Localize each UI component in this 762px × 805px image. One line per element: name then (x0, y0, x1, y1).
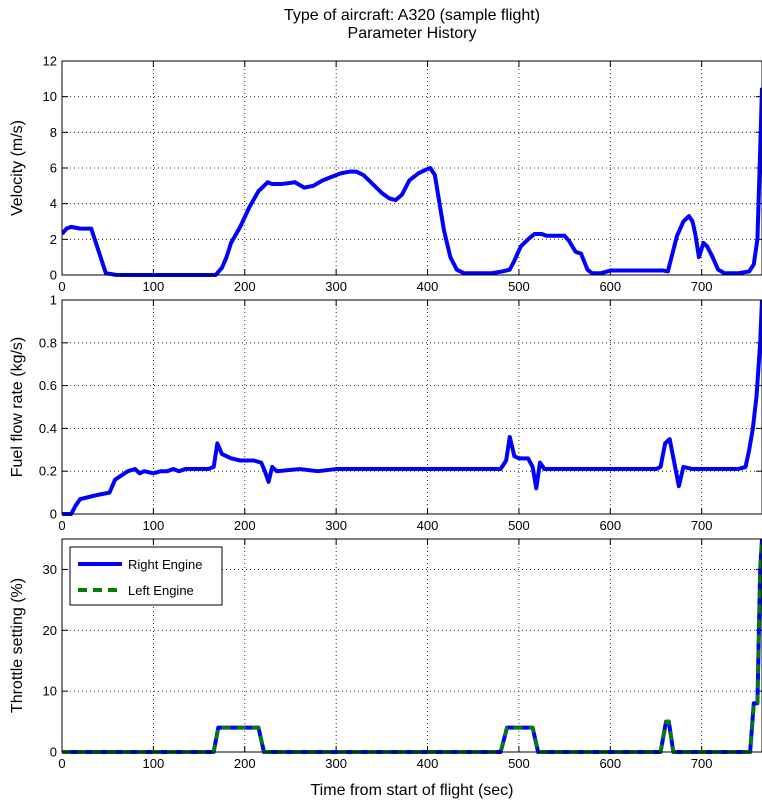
series-line-2-1 (62, 299, 762, 516)
x-tick-label: 100 (143, 518, 165, 533)
x-tick-label: 0 (58, 518, 65, 533)
y-tick-label: 10 (43, 89, 57, 104)
x-tick-label: 500 (508, 518, 530, 533)
y-tick-label: 2 (50, 232, 57, 247)
y-tick-label: 0.2 (39, 464, 57, 479)
legend: Right Engine Left Engine (69, 546, 223, 606)
legend-label: Left Engine (128, 583, 194, 598)
x-tick-label: 400 (417, 279, 439, 294)
x-tick-label: 500 (508, 756, 530, 771)
legend-label: Right Engine (128, 557, 202, 572)
x-tick-label: 0 (58, 279, 65, 294)
legend-box (69, 546, 223, 606)
y-tick-label: 0 (50, 745, 57, 760)
y-tick-label: 20 (43, 623, 57, 638)
x-tick-label: 700 (691, 279, 713, 294)
y-tick-label: 4 (50, 196, 57, 211)
x-tick-label: 400 (417, 518, 439, 533)
x-tick-label: 700 (691, 756, 713, 771)
panel-1: 0 100 200 300 400 500 600 700 0 2 4 6 8 10 12 Velocity … (9, 54, 762, 294)
x-tick-label: 100 (143, 279, 165, 294)
series-line-1-1 (62, 87, 762, 277)
x-tick-label: 300 (325, 279, 347, 294)
panel-3: 0 100 200 300 400 500 600 700 0 10 20 30 Throttle se… (9, 538, 762, 771)
x-tick-label: 400 (417, 756, 439, 771)
y-axis-label: Fuel flow rate (kg/s) (9, 337, 26, 477)
axes-box (61, 299, 762, 515)
y-axis-label: Throttle setting (%) (9, 578, 26, 713)
y-tick-label: 1 (50, 293, 57, 308)
x-tick-label: 100 (143, 756, 165, 771)
y-tick-label: 12 (43, 54, 57, 69)
panel-2: 0 100 200 300 400 500 600 700 0 0.2 0.4 0.6 0.8 1 Fuel… (9, 293, 762, 533)
axes-box (61, 538, 762, 753)
x-tick-label: 700 (691, 518, 713, 533)
x-tick-label: 300 (325, 518, 347, 533)
y-tick-label: 10 (43, 684, 57, 699)
y-tick-label: 8 (50, 125, 57, 140)
y-tick-label: 6 (50, 161, 57, 176)
y-axis-label: Velocity (m/s) (9, 120, 26, 216)
plot-area (62, 300, 762, 514)
x-tick-label: 200 (234, 279, 256, 294)
x-axis-label: Time from start of flight (sec) (311, 782, 514, 799)
y-tick-label: 30 (43, 562, 57, 577)
figure-title-line2: Parameter History (348, 25, 477, 42)
axes-box (61, 60, 762, 276)
y-tick-label: 0.4 (39, 421, 57, 436)
y-tick-label: 0.6 (39, 378, 57, 393)
x-tick-label: 200 (234, 518, 256, 533)
figure-title-line1: Type of aircraft: A320 (sample flight) (284, 7, 540, 24)
x-tick-label: 600 (599, 518, 621, 533)
y-tick-label: 0.8 (39, 335, 57, 350)
y-tick-label: 0 (50, 507, 57, 522)
x-tick-label: 0 (58, 756, 65, 771)
x-tick-label: 300 (325, 756, 347, 771)
y-tick-label: 0 (50, 268, 57, 283)
x-tick-label: 600 (599, 279, 621, 294)
x-tick-label: 600 (599, 756, 621, 771)
chart-panels: 0 100 200 300 400 500 600 700024681012Velocity … (9, 54, 762, 771)
x-tick-label: 500 (508, 279, 530, 294)
x-tick-label: 200 (234, 756, 256, 771)
